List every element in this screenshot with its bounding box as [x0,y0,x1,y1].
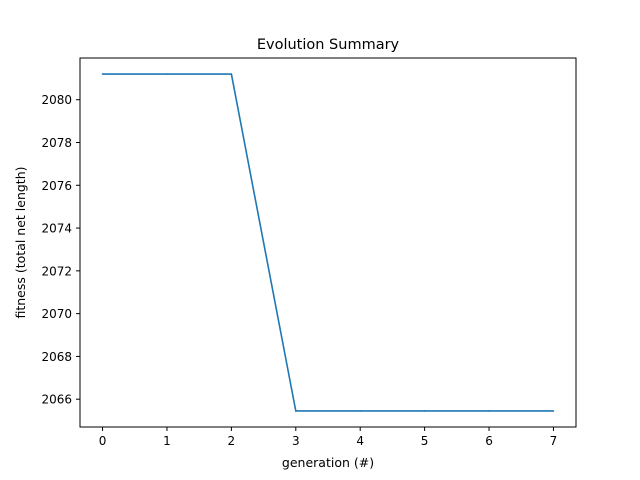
x-tick-label: 0 [99,434,107,448]
x-tick-label: 5 [421,434,429,448]
x-tick-label: 7 [550,434,558,448]
series-layer [101,73,555,412]
y-axis: 2066 2068 2070 2072 2074 2076 2078 2080 [41,93,80,407]
data-point [359,410,362,412]
x-tick-label: 3 [292,434,300,448]
y-tick-label: 2076 [41,179,72,193]
y-tick-label: 2078 [41,136,72,150]
data-point [230,73,233,75]
plot-frame [79,57,577,428]
y-tick-label: 2070 [41,307,72,321]
data-point [423,410,426,412]
x-tick-label: 6 [485,434,493,448]
x-tick-label: 4 [356,434,364,448]
chart-title: Evolution Summary [257,37,400,53]
series-line [102,73,554,412]
y-tick-label: 2066 [41,393,72,407]
y-tick-label: 2072 [41,264,72,278]
x-tick-label: 1 [163,434,171,448]
data-point [294,410,297,412]
x-axis-label: generation (#) [282,455,374,470]
data-point [488,410,490,412]
y-tick-label: 2080 [41,93,72,107]
data-point [552,410,555,412]
x-tick-label: 2 [228,434,236,448]
y-tick-label: 2068 [41,350,72,364]
data-point [101,73,104,75]
data-point [166,73,168,75]
x-axis: 0 1 2 3 4 5 6 7 [99,427,558,448]
y-axis-label: fitness (total net length) [13,166,28,318]
y-tick-label: 2074 [41,222,72,236]
